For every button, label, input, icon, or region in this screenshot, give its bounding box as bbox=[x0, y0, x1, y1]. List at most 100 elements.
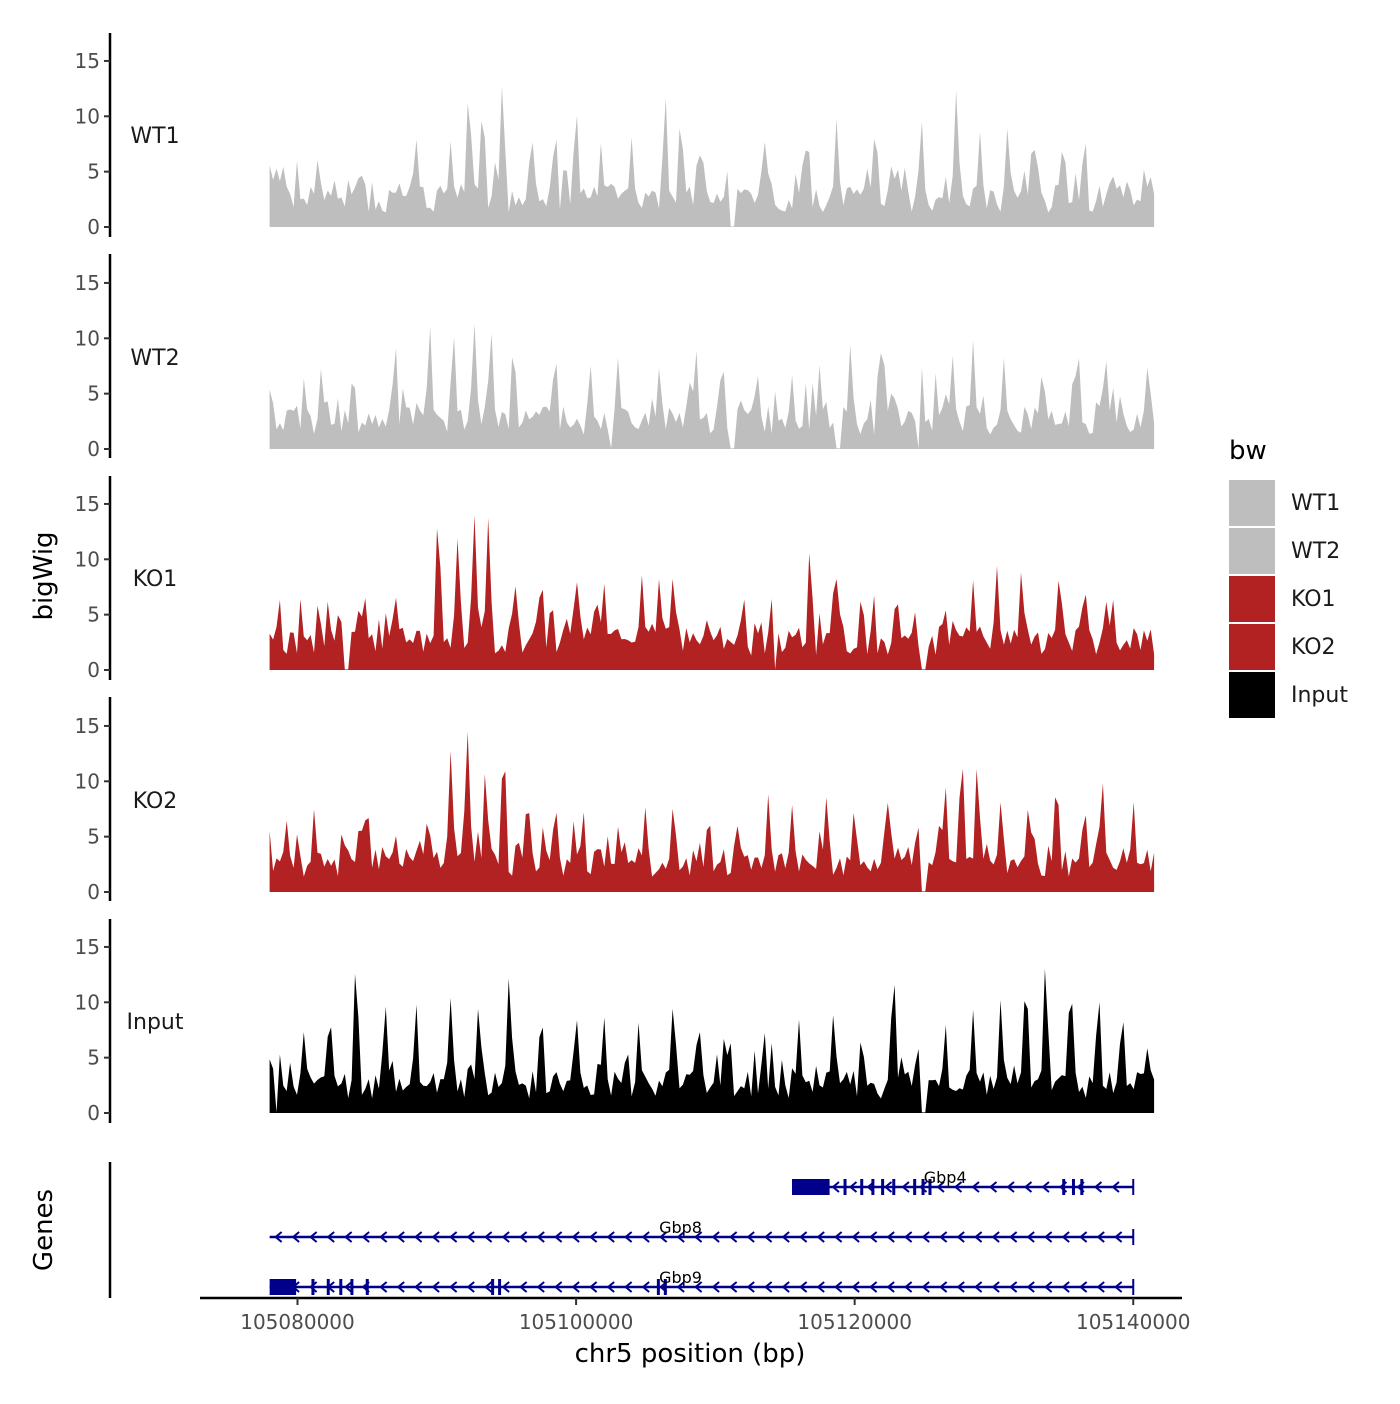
strand-arrow bbox=[883, 1181, 893, 1193]
exon bbox=[1071, 1179, 1075, 1195]
exon bbox=[491, 1279, 495, 1295]
coverage-area-ko1 bbox=[269, 515, 1155, 670]
strand-arrow bbox=[449, 1231, 458, 1243]
strand-arrow bbox=[886, 1231, 895, 1243]
strand-arrow bbox=[694, 1281, 703, 1293]
strand-arrow bbox=[1061, 1281, 1070, 1293]
strand-arrow bbox=[1044, 1231, 1053, 1243]
strand-arrow bbox=[869, 1281, 878, 1293]
strand-arrow bbox=[816, 1231, 825, 1243]
strand-arrow bbox=[921, 1281, 930, 1293]
strand-arrow bbox=[1079, 1231, 1088, 1243]
exon bbox=[1062, 1179, 1066, 1195]
track-ko2: 0 5 10 15 KO2 bbox=[75, 697, 1155, 904]
strand-arrow bbox=[991, 1231, 1000, 1243]
strand-arrow bbox=[344, 1281, 353, 1293]
strand-arrow bbox=[1096, 1281, 1105, 1293]
strand-arrow bbox=[848, 1181, 858, 1193]
track-wt2: 0 5 10 15 WT2 bbox=[75, 254, 1155, 461]
exon bbox=[498, 1279, 502, 1295]
strand-arrow bbox=[901, 1181, 910, 1193]
strand-arrow bbox=[1093, 1181, 1103, 1193]
strand-arrow bbox=[676, 1281, 685, 1293]
y-tick-label: 15 bbox=[75, 271, 100, 295]
strand-arrow bbox=[344, 1231, 353, 1243]
strand-arrow bbox=[711, 1231, 720, 1243]
track-input: 0 5 10 15 Input bbox=[75, 919, 1155, 1125]
y-tick-label: 0 bbox=[87, 437, 100, 461]
genes-layer: Gbp4 Gbp8 Gbp9 bbox=[108, 1162, 1135, 1298]
exon bbox=[928, 1179, 932, 1195]
y-tick-label: 0 bbox=[87, 880, 100, 904]
y-axis-title: bigWig bbox=[29, 531, 59, 620]
strand-arrow bbox=[936, 1181, 945, 1193]
strand-arrow bbox=[641, 1231, 650, 1243]
exon bbox=[881, 1179, 885, 1195]
legend-label-wt1: WT1 bbox=[1291, 491, 1340, 516]
exon bbox=[350, 1279, 354, 1295]
strand-arrow bbox=[274, 1231, 283, 1243]
legend-label-input: Input bbox=[1291, 683, 1348, 708]
strand-arrow bbox=[694, 1231, 703, 1243]
legend-key-input bbox=[1229, 672, 1275, 718]
strand-arrow bbox=[781, 1281, 790, 1293]
strand-arrow bbox=[571, 1231, 580, 1243]
legend-label-wt2: WT2 bbox=[1291, 539, 1340, 564]
y-tick-label: 5 bbox=[87, 382, 100, 406]
strand-arrow bbox=[1009, 1231, 1018, 1243]
y-tick-label: 5 bbox=[87, 825, 100, 849]
strand-arrow bbox=[396, 1281, 405, 1293]
strand-arrow bbox=[589, 1281, 598, 1293]
exon bbox=[843, 1179, 847, 1195]
strand-arrow bbox=[571, 1281, 580, 1293]
y-tick-label: 10 bbox=[75, 769, 100, 793]
strand-arrow bbox=[466, 1231, 475, 1243]
strand-arrow bbox=[834, 1231, 843, 1243]
legend-label-ko1: KO1 bbox=[1291, 587, 1336, 612]
y-tick-label: 5 bbox=[87, 160, 100, 184]
strand-arrow bbox=[309, 1281, 318, 1293]
strand-arrow bbox=[379, 1231, 388, 1243]
strand-arrow bbox=[606, 1281, 615, 1293]
track-ko1: 0 5 10 15 KO1 bbox=[75, 476, 1155, 682]
strand-arrow bbox=[886, 1281, 895, 1293]
y-tick-label: 10 bbox=[75, 104, 100, 128]
strand-arrow bbox=[1041, 1181, 1050, 1193]
strand-arrow bbox=[904, 1231, 913, 1243]
y-tick-label: 10 bbox=[75, 547, 100, 571]
strand-arrow bbox=[1061, 1231, 1070, 1243]
x-tick-label: 105140000 bbox=[1076, 1310, 1191, 1334]
strand-arrow bbox=[974, 1281, 983, 1293]
strand-arrow bbox=[501, 1231, 510, 1243]
strand-arrow bbox=[729, 1231, 738, 1243]
strand-arrow bbox=[851, 1281, 860, 1293]
x-tick-label: 105100000 bbox=[519, 1310, 634, 1334]
strand-arrow bbox=[554, 1281, 563, 1293]
strand-arrow bbox=[624, 1231, 633, 1243]
strand-arrow bbox=[1079, 1281, 1088, 1293]
strand-arrow bbox=[326, 1231, 335, 1243]
coverage-area-ko2 bbox=[269, 731, 1155, 892]
track-label-wt2: WT2 bbox=[130, 346, 179, 371]
gene-gbp4: Gbp4 bbox=[791, 1168, 1135, 1195]
exon bbox=[269, 1279, 297, 1295]
strand-arrow bbox=[921, 1231, 930, 1243]
exon bbox=[311, 1279, 315, 1295]
y-tick-label: 10 bbox=[75, 990, 100, 1014]
strand-arrow bbox=[589, 1231, 598, 1243]
y-tick-label: 15 bbox=[75, 492, 100, 516]
strand-arrow bbox=[606, 1231, 615, 1243]
strand-arrow bbox=[851, 1231, 860, 1243]
strand-arrow bbox=[414, 1281, 423, 1293]
exon bbox=[791, 1179, 830, 1195]
strand-arrow bbox=[953, 1181, 963, 1193]
strand-arrow bbox=[291, 1231, 300, 1243]
strand-arrow bbox=[676, 1231, 685, 1243]
strand-arrow bbox=[974, 1231, 983, 1243]
strand-arrow bbox=[816, 1281, 825, 1293]
y-tick-label: 15 bbox=[75, 714, 100, 738]
strand-arrow bbox=[659, 1231, 668, 1243]
strand-arrow bbox=[361, 1231, 370, 1243]
strand-arrow bbox=[988, 1181, 998, 1193]
